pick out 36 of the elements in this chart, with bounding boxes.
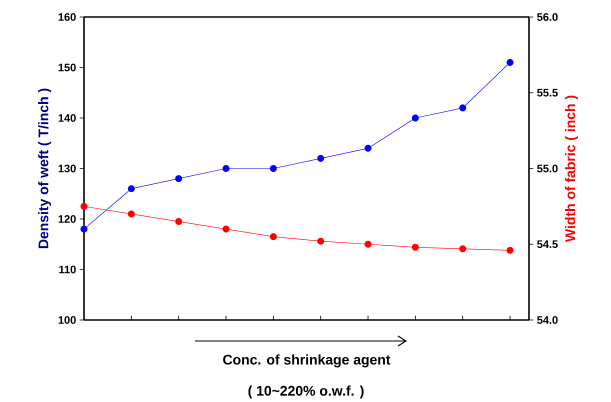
point: [80, 226, 88, 233]
point: [80, 202, 88, 210]
point: [270, 233, 277, 240]
point: [506, 59, 514, 66]
y-tick-label: 140: [58, 114, 76, 122]
point: [128, 185, 135, 192]
y-axis-title: Density of weft ( T/inch ): [38, 88, 52, 248]
y2-axis-title: Width of fabric ( inch ): [564, 96, 578, 242]
text: ( 10~220% o.w.f. ): [248, 386, 364, 399]
y-tick-label: 160: [58, 13, 76, 21]
point: [459, 245, 466, 252]
y2-tick-label: 54.0: [537, 316, 558, 324]
point: [412, 114, 419, 122]
point: [222, 226, 230, 233]
point: [364, 240, 372, 248]
y2-tick-label: 56.0: [537, 13, 558, 21]
point: [175, 218, 182, 226]
point: [128, 210, 135, 218]
y2-tick-label: 55.0: [537, 164, 558, 172]
y-tick-label: 120: [58, 215, 76, 223]
point: [317, 155, 324, 162]
point: [506, 246, 514, 254]
point: [317, 238, 324, 245]
x-axis-title: Conc. of shrinkage agent: [223, 354, 390, 368]
point: [270, 165, 277, 172]
point: [222, 165, 230, 172]
point: [175, 175, 182, 182]
point: [364, 144, 372, 152]
y-tick-label: 100: [58, 316, 76, 324]
y-tick-label: 110: [59, 266, 76, 274]
y-tick-label: 130: [58, 164, 76, 172]
y2-tick-label: 54.5: [537, 240, 558, 248]
y2-tick-label: 55.5: [537, 89, 558, 97]
y-tick-label: 150: [58, 64, 76, 72]
point: [459, 104, 466, 112]
point: [412, 244, 419, 251]
